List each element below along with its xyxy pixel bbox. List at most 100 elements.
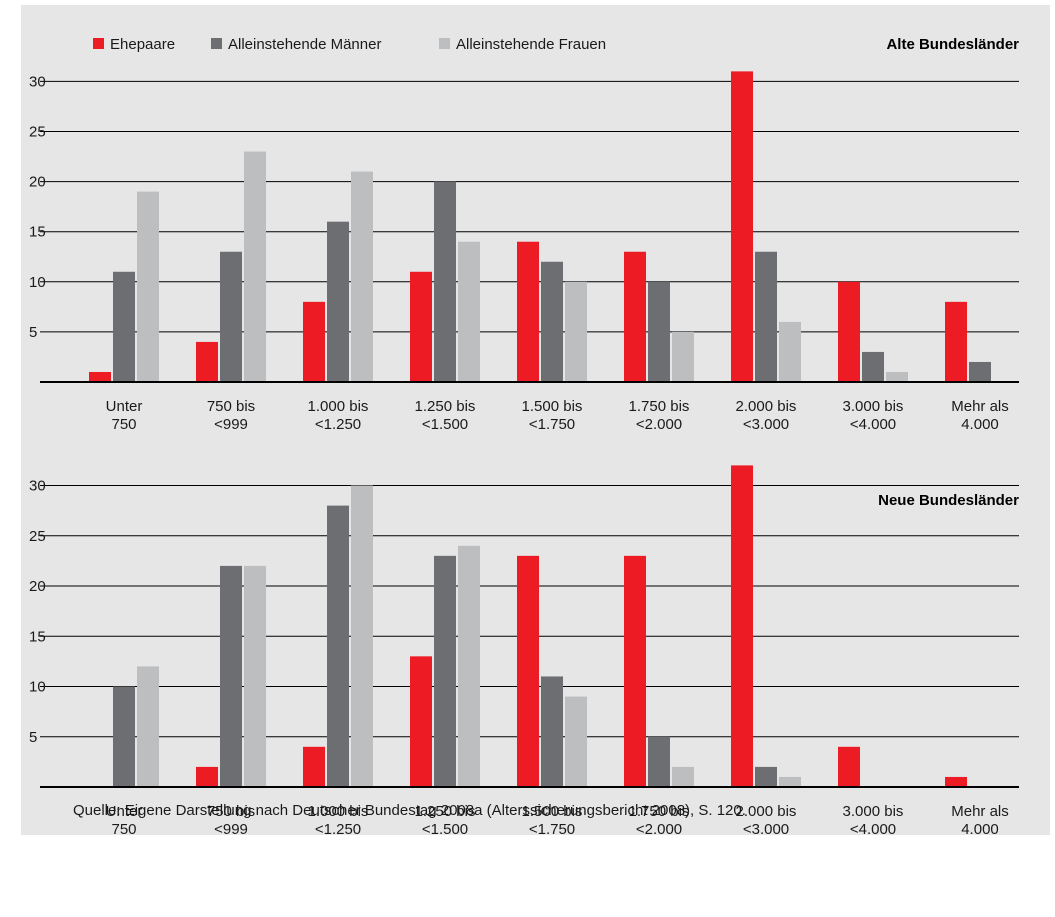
bar-maenner [862, 351, 884, 382]
y-tick-label: 5 [29, 324, 37, 341]
x-tick-label: 750 bis [207, 398, 255, 415]
x-tick-label: 1.750 bis [629, 803, 690, 820]
x-tick-label: <999 [214, 821, 248, 835]
x-tick-label: <999 [214, 416, 248, 433]
x-tick-label: 2.000 bis [736, 803, 797, 820]
y-tick-label: 10 [29, 679, 46, 696]
source-note: Quelle: Eigene Darstellung nach Deutsche… [73, 802, 746, 819]
bar-frauen [886, 371, 908, 382]
chart-figure: Ehepaare Alleinstehende Männer Alleinstehe… [21, 5, 1050, 835]
y-tick-label: 25 [29, 124, 46, 141]
bar-maenner [434, 555, 456, 787]
bar-frauen [244, 565, 266, 787]
x-tick-label: 750 [111, 821, 136, 835]
x-tick-label: <4.000 [850, 416, 896, 433]
bar-frauen [565, 281, 587, 382]
x-tick-label: <1.500 [422, 821, 468, 835]
bar-frauen [458, 545, 480, 787]
y-tick-label: 10 [29, 274, 46, 291]
x-tick-label: Mehr als [951, 803, 1009, 820]
bar-frauen [672, 766, 694, 787]
bar-maenner [113, 271, 135, 382]
x-tick-label: Mehr als [951, 398, 1009, 415]
bar-ehepaare [410, 656, 432, 787]
x-tick-label: <2.000 [636, 821, 682, 835]
bar-maenner [541, 261, 563, 382]
bar-ehepaare [517, 241, 539, 382]
panel-title: Alte Bundesländer [886, 36, 1019, 53]
x-tick-label: Unter [106, 398, 143, 415]
x-tick-label: 1.500 bis [522, 803, 583, 820]
bar-maenner [648, 736, 670, 787]
x-tick-label: 1.250 bis [415, 803, 476, 820]
y-tick-label: 30 [29, 73, 46, 90]
bar-frauen [458, 241, 480, 382]
bar-ehepaare [731, 465, 753, 787]
bar-ehepaare [838, 746, 860, 787]
y-tick-label: 30 [29, 478, 46, 495]
bar-frauen [351, 171, 373, 382]
x-tick-label: 2.000 bis [736, 398, 797, 415]
bar-ehepaare [624, 251, 646, 382]
bar-ehepaare [945, 301, 967, 382]
x-tick-label: <2.000 [636, 416, 682, 433]
bar-maenner [327, 505, 349, 787]
bar-ehepaare [945, 776, 967, 787]
bar-ehepaare [731, 71, 753, 382]
x-tick-label: 1.000 bis [308, 398, 369, 415]
x-tick-label: <4.000 [850, 821, 896, 835]
bar-ehepaare [303, 746, 325, 787]
legend-label-ehepaare: Ehepaare [110, 36, 175, 53]
y-tick-label: 15 [29, 224, 46, 241]
chart-canvas: Ehepaare Alleinstehende Männer Alleinstehe… [29, 36, 1019, 835]
x-tick-label: 750 [111, 416, 136, 433]
y-tick-label: 25 [29, 528, 46, 545]
bar-maenner [434, 181, 456, 382]
legend-label-maenner: Alleinstehende Männer [228, 36, 381, 53]
x-tick-label: 750 bis [207, 803, 255, 820]
panel-title: Neue Bundesländer [878, 492, 1019, 509]
y-tick-label: 20 [29, 174, 46, 191]
bar-frauen [351, 485, 373, 787]
bar-maenner [327, 221, 349, 382]
bar-ehepaare [410, 271, 432, 382]
x-tick-label: 3.000 bis [843, 803, 904, 820]
x-tick-label: <1.250 [315, 416, 361, 433]
x-tick-label: 1.750 bis [629, 398, 690, 415]
legend: Ehepaare Alleinstehende Männer Alleinstehe… [93, 36, 606, 53]
bar-frauen [137, 666, 159, 787]
x-tick-label: <3.000 [743, 821, 789, 835]
x-tick-label: 1.500 bis [522, 398, 583, 415]
bar-maenner [648, 281, 670, 382]
bar-frauen [779, 776, 801, 787]
bar-frauen [137, 191, 159, 382]
bar-frauen [565, 696, 587, 787]
bar-maenner [220, 251, 242, 382]
legend-swatch-ehepaare [93, 38, 104, 49]
x-tick-label: Unter [106, 803, 143, 820]
x-tick-label: <1.750 [529, 821, 575, 835]
legend-swatch-frauen [439, 38, 450, 49]
bar-ehepaare [196, 341, 218, 382]
bar-maenner [541, 676, 563, 787]
x-tick-label: <1.250 [315, 821, 361, 835]
legend-label-frauen: Alleinstehende Frauen [456, 36, 606, 53]
x-tick-label: 1.250 bis [415, 398, 476, 415]
bar-ehepaare [838, 281, 860, 382]
x-tick-label: 4.000 [961, 821, 999, 835]
bar-frauen [779, 321, 801, 382]
bar-frauen [672, 331, 694, 382]
legend-swatch-maenner [211, 38, 222, 49]
x-tick-label: 3.000 bis [843, 398, 904, 415]
bar-maenner [755, 251, 777, 382]
bar-ehepaare [89, 371, 111, 382]
y-tick-label: 5 [29, 729, 37, 746]
bar-frauen [244, 151, 266, 382]
bar-maenner [113, 686, 135, 787]
bar-ehepaare [624, 555, 646, 787]
bar-maenner [755, 766, 777, 787]
x-tick-label: <3.000 [743, 416, 789, 433]
x-tick-label: 1.000 bis [308, 803, 369, 820]
